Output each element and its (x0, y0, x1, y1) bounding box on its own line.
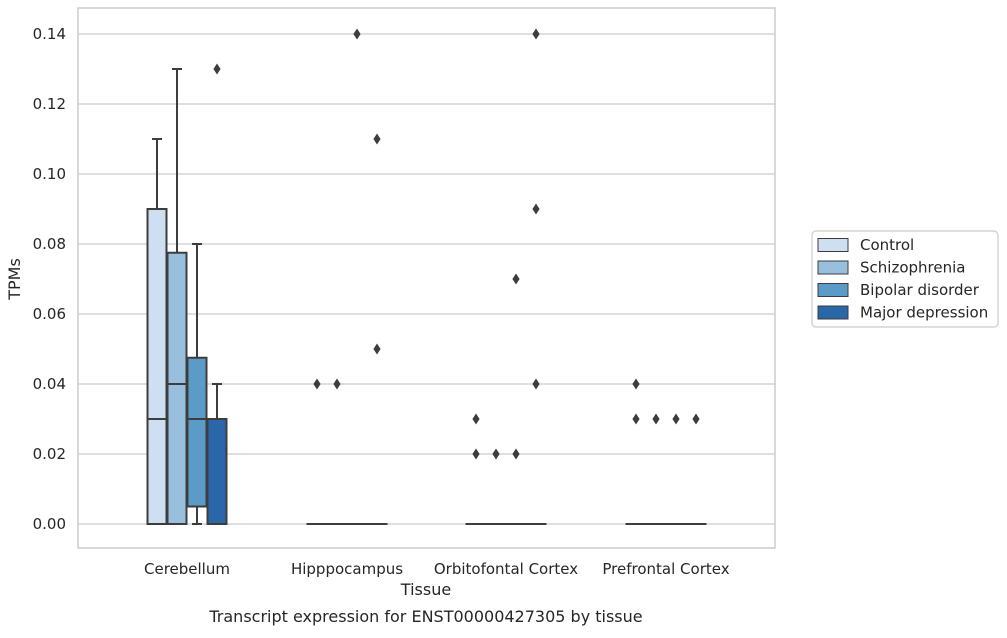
box-2-1 (487, 449, 506, 525)
outlier-point (532, 29, 539, 40)
box-1-1 (328, 379, 347, 525)
outlier-point (632, 414, 639, 425)
figure-caption: Transcript expression for ENST0000042730… (208, 607, 642, 626)
outlier-point (532, 204, 539, 215)
legend-label: Bipolar disorder (860, 281, 980, 299)
legend-swatch (818, 239, 848, 252)
legend: Control Schizophrenia Bipolar disorder Majo… (812, 231, 998, 327)
outlier-point (672, 414, 679, 425)
y-tick-label: 0.04 (33, 375, 66, 393)
box-3-3 (687, 414, 706, 525)
outlier-point (512, 274, 519, 285)
y-tick-label: 0.02 (33, 445, 66, 463)
legend-label: Schizophrenia (860, 259, 965, 277)
box-2-3 (527, 29, 546, 525)
box-0-2 (188, 244, 207, 524)
y-axis-ticks: 0.00 0.02 0.04 0.06 0.08 0.10 0.12 0.14 (33, 25, 66, 533)
box-series-group (148, 29, 706, 525)
outlier-point (333, 379, 340, 390)
outlier-point (353, 29, 360, 40)
outlier-point (472, 449, 479, 460)
y-tick-label: 0.10 (33, 165, 66, 183)
box-3-2 (667, 414, 686, 525)
outlier-point (313, 379, 320, 390)
x-tick-label: Orbitofontal Cortex (434, 560, 578, 578)
legend-label: Control (860, 236, 914, 254)
box-2-2 (507, 274, 526, 525)
y-tick-label: 0.08 (33, 235, 66, 253)
y-tick-label: 0.12 (33, 95, 66, 113)
outlier-point (652, 414, 659, 425)
y-tick-label: 0.00 (33, 515, 66, 533)
box-body (208, 419, 227, 524)
outlier-point (512, 449, 519, 460)
x-tick-label: Cerebellum (144, 560, 230, 578)
outlier-point (492, 449, 499, 460)
box-0-0 (148, 139, 167, 524)
y-tick-label: 0.14 (33, 25, 66, 43)
box-1-2 (348, 29, 367, 525)
box-0-3 (208, 64, 227, 525)
box-1-0 (308, 379, 327, 525)
box-body (188, 358, 207, 507)
box-body (168, 253, 187, 524)
legend-label: Major depression (860, 304, 988, 322)
legend-swatch (818, 284, 848, 297)
y-tick-label: 0.06 (33, 305, 66, 323)
outlier-point (532, 379, 539, 390)
box-3-0 (627, 379, 646, 525)
legend-swatch (818, 306, 848, 319)
legend-swatch (818, 261, 848, 274)
outlier-point (373, 134, 380, 145)
x-tick-label: Prefrontal Cortex (602, 560, 729, 578)
outlier-point (472, 414, 479, 425)
x-tick-label: Hipppocampus (291, 560, 403, 578)
box-3-1 (647, 414, 666, 525)
box-0-1 (168, 69, 187, 524)
outlier-point (213, 64, 220, 75)
box-2-0 (467, 414, 486, 525)
x-axis-ticks: Cerebellum Hipppocampus Orbitofontal Corte… (144, 560, 730, 578)
y-axis-label: TPMs (5, 258, 24, 301)
outlier-point (632, 379, 639, 390)
box-1-3 (368, 134, 387, 525)
x-axis-label: Tissue (400, 580, 451, 599)
box-body (148, 209, 167, 524)
outlier-point (373, 344, 380, 355)
outlier-point (692, 414, 699, 425)
